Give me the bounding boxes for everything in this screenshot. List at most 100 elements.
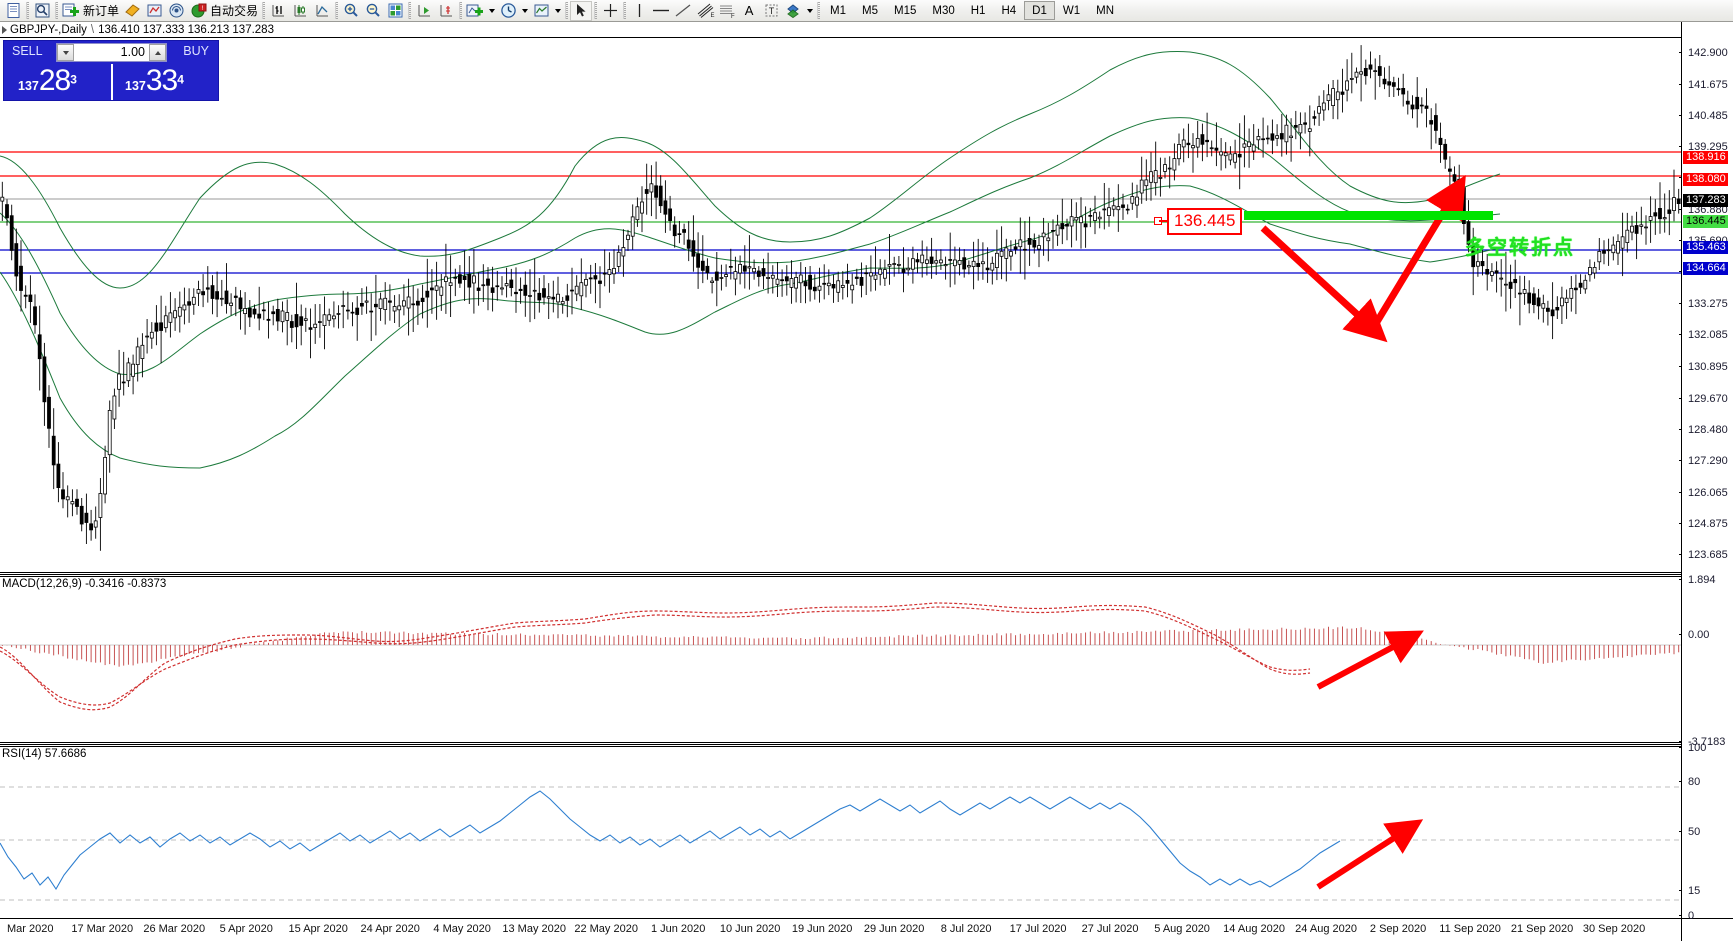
- price-pill-horizontal-line-red[interactable]: 138.916: [1683, 150, 1728, 164]
- rsi-tick: 15: [1679, 885, 1733, 897]
- candle-bullish: [140, 344, 145, 359]
- auto-scroll-icon[interactable]: [413, 1, 435, 21]
- price-axis[interactable]: 142.900141.675140.485139.295138.105136.8…: [1679, 22, 1733, 922]
- timeframe-w1[interactable]: W1: [1062, 5, 1081, 17]
- vertical-line-icon[interactable]: [628, 1, 650, 21]
- new-chart-icon[interactable]: [2, 1, 24, 21]
- candle-bullish: [126, 362, 131, 382]
- timeframe-h4[interactable]: H4: [1001, 5, 1017, 17]
- templates-icon[interactable]: [530, 1, 552, 21]
- new-order-icon[interactable]: [60, 1, 82, 21]
- toolbar-separator: [815, 2, 822, 20]
- buy-price[interactable]: 137334: [125, 64, 184, 100]
- candle-bearish: [1396, 88, 1401, 91]
- terminal-icon[interactable]: [143, 1, 165, 21]
- periods-dropdown-caret[interactable]: [519, 1, 530, 21]
- indicators-dropdown-caret[interactable]: [486, 1, 497, 21]
- candle-bearish: [9, 215, 14, 251]
- macd-tick: 1.894: [1679, 574, 1733, 586]
- toolbar-separator: [563, 2, 570, 20]
- price-pill-last-price[interactable]: 137.283: [1683, 193, 1728, 207]
- candle-bearish: [257, 313, 262, 319]
- timeframe-m30[interactable]: M30: [932, 5, 955, 17]
- timeframe-m15[interactable]: M15: [894, 5, 917, 17]
- candle-bearish: [1546, 307, 1550, 312]
- buy-button[interactable]: BUY: [183, 44, 209, 58]
- price-pill-horizontal-line-red[interactable]: 138.080: [1683, 172, 1728, 186]
- candle-bullish: [1298, 124, 1303, 134]
- candle-bearish: [1051, 229, 1055, 232]
- candle-bullish: [1317, 106, 1321, 114]
- candlestick-chart-icon[interactable]: [289, 1, 311, 21]
- candle-bearish: [962, 257, 967, 270]
- shapes-dropdown-caret[interactable]: [804, 1, 815, 21]
- timeframe-d1[interactable]: D1: [1024, 1, 1055, 20]
- periods-icon[interactable]: [497, 1, 519, 21]
- volume-stepper[interactable]: 1.00: [56, 43, 167, 62]
- time-axis[interactable]: Mar 2020 17 Mar 2020 26 Mar 2020 5 Apr 2020…: [0, 918, 1681, 941]
- new-order-label[interactable]: 新订单: [83, 3, 120, 18]
- candle-bullish: [1345, 80, 1349, 91]
- sell-price[interactable]: 137283: [18, 64, 77, 100]
- rsi-pane[interactable]: RSI(14) 57.6686: [0, 746, 1733, 918]
- pane-divider-macd-rsi[interactable]: [0, 742, 1733, 745]
- line-chart-icon[interactable]: [311, 1, 333, 21]
- horizontal-line-icon[interactable]: [650, 1, 672, 21]
- timeframe-mn[interactable]: MN: [1096, 5, 1114, 17]
- equidistant-channel-icon[interactable]: E: [694, 1, 716, 21]
- one-click-trading-panel[interactable]: SELL 1.00 BUY 137283 137334: [3, 40, 219, 101]
- candle-bullish: [1018, 239, 1023, 248]
- volume-input[interactable]: 1.00: [74, 44, 149, 61]
- annotation-text-turning-point[interactable]: 多空转折点: [1465, 235, 1575, 259]
- candle-bullish: [752, 267, 756, 273]
- shapes-icon[interactable]: [782, 1, 804, 21]
- price-pill-horizontal-line-blue[interactable]: 134.664: [1683, 261, 1728, 275]
- text-label-icon[interactable]: T: [760, 1, 782, 21]
- volume-increase-button[interactable]: [149, 44, 166, 61]
- candle-bearish: [1377, 66, 1382, 76]
- chart-shift-icon[interactable]: [435, 1, 457, 21]
- templates-dropdown-caret[interactable]: [552, 1, 563, 21]
- candle-bearish: [33, 306, 37, 326]
- zoom-out-icon[interactable]: [362, 1, 384, 21]
- trendline-icon[interactable]: [672, 1, 694, 21]
- time-tick: 5 Apr 2020: [219, 923, 273, 935]
- volume-decrease-button[interactable]: [57, 44, 74, 61]
- resistance-zone-rectangle[interactable]: [1244, 211, 1493, 220]
- candle-bullish: [504, 283, 509, 287]
- zoom-in-icon[interactable]: [340, 1, 362, 21]
- candle-bullish: [1662, 217, 1667, 220]
- signals-icon[interactable]: [165, 1, 187, 21]
- price-pill-horizontal-line-green[interactable]: 136.445: [1683, 215, 1728, 229]
- market-watch-icon[interactable]: [31, 1, 53, 21]
- auto-trading-label[interactable]: 自动交易: [210, 3, 259, 18]
- bar-chart-icon[interactable]: [267, 1, 289, 21]
- timeframe-h1[interactable]: H1: [970, 5, 986, 17]
- candle-bullish: [710, 280, 714, 283]
- sell-button[interactable]: SELL: [12, 44, 43, 58]
- pane-divider-main-macd[interactable]: [0, 572, 1733, 575]
- price-chart-pane[interactable]: [0, 37, 1733, 555]
- candle-bearish: [1083, 223, 1088, 228]
- cursor-icon[interactable]: [570, 0, 593, 21]
- timeframe-m5[interactable]: M5: [862, 5, 878, 17]
- toolbar-separator: [621, 2, 628, 20]
- candle-bearish: [1387, 81, 1392, 86]
- candle-bullish: [1116, 206, 1121, 211]
- expert-advisors-icon[interactable]: [121, 1, 143, 21]
- timeframe-m1[interactable]: M1: [830, 5, 847, 17]
- autotrading-icon[interactable]: !: [187, 1, 209, 21]
- crosshair-icon[interactable]: [599, 1, 621, 21]
- tile-windows-icon[interactable]: [384, 1, 406, 21]
- candle-bearish: [859, 276, 864, 286]
- fibonacci-retracement-icon[interactable]: F: [716, 1, 738, 21]
- candle-bearish: [1265, 137, 1270, 140]
- candle-bearish: [929, 256, 934, 264]
- candle-bullish: [243, 308, 248, 314]
- indicators-icon[interactable]: [464, 1, 486, 21]
- text-icon[interactable]: A: [738, 1, 760, 21]
- price-pill-horizontal-line-blue[interactable]: 135.463: [1683, 241, 1728, 255]
- price-label-136445[interactable]: 136.445: [1153, 208, 1243, 235]
- candle-bearish: [415, 300, 420, 306]
- macd-pane[interactable]: MACD(12,26,9) -0.3416 -0.8373: [0, 576, 1733, 746]
